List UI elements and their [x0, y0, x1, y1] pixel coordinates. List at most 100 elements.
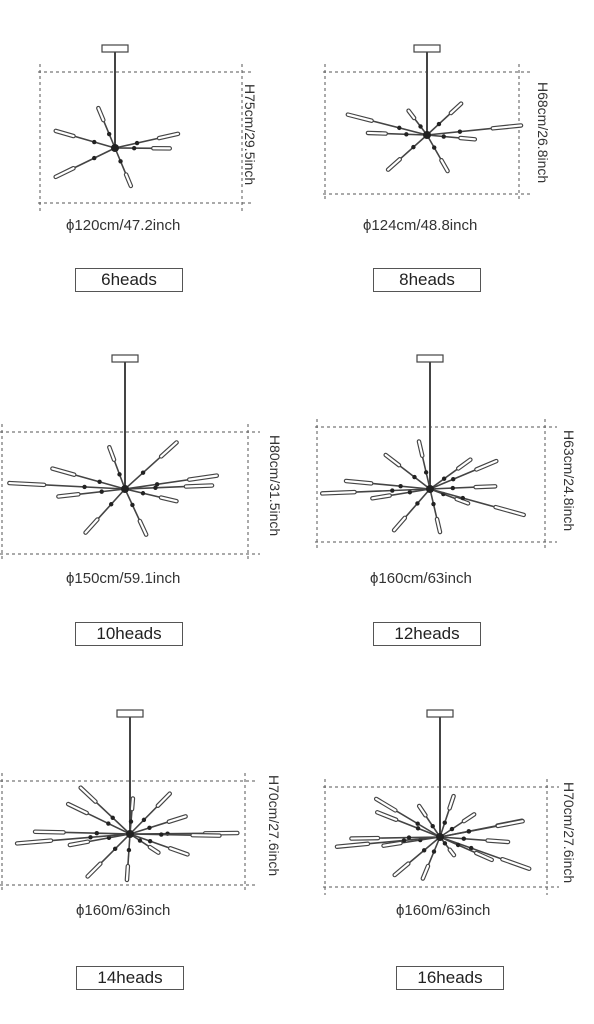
lamp-arm [319, 488, 431, 496]
lamp-arm [14, 833, 131, 846]
ceiling-canopy [413, 44, 441, 53]
ceiling-canopy [111, 354, 139, 363]
lamp-arm [114, 145, 173, 151]
lamp-arm [83, 488, 126, 535]
lamp-arm [53, 128, 116, 149]
lamp-arm [381, 836, 441, 848]
lamp-arm [370, 488, 431, 501]
product-variant-12heads: H63cm/24.8inch ϕ160cm/63inch 12heads [297, 341, 594, 682]
lamp-arm [426, 101, 464, 136]
center-hub [423, 131, 431, 139]
lamp-arm [429, 488, 443, 535]
lamp-arm [50, 466, 126, 490]
lamp-arm [67, 833, 131, 848]
chandelier-drawing [315, 354, 557, 550]
height-label: H80cm/31.5inch [267, 435, 283, 537]
lamp-arm [426, 123, 524, 136]
chandelier-drawing [0, 354, 260, 562]
lamp-arm [345, 112, 428, 136]
diameter-label: ϕ124cm/48.8inch [363, 217, 478, 234]
product-variant-8heads: H68cm/26.8inch ϕ124cm/48.8inch 8heads [297, 0, 594, 341]
diameter-label: ϕ160m/63inch [76, 902, 171, 919]
lamp-arm [385, 134, 428, 172]
chandelier-drawing [323, 709, 559, 895]
product-variant-16heads: H70cm/27.6inch ϕ160m/63inch 16heads [297, 682, 594, 1023]
lamp-arm [392, 836, 441, 878]
variant-label-box: 6heads [75, 268, 183, 292]
lamp-arm [114, 131, 181, 149]
lamp-arm [128, 796, 136, 835]
lamp-arm [56, 488, 126, 499]
ceiling-canopy [426, 709, 454, 718]
lamp-arm [416, 803, 441, 838]
lamp-arm [129, 833, 161, 855]
lamp-arm [53, 147, 116, 180]
product-variant-14heads: H70cm/27.6inch ϕ160m/63inch 14heads [0, 682, 297, 1023]
lamp-arm [124, 488, 149, 537]
lamp-arm [349, 835, 441, 841]
center-hub [126, 830, 134, 838]
lamp-arm [334, 836, 441, 849]
lamp-arm [124, 488, 179, 504]
lamp-arm [124, 483, 215, 490]
lamp-arm [429, 488, 526, 518]
lamp-arm [439, 836, 495, 863]
height-label: H68cm/26.8inch [535, 82, 551, 184]
center-hub [436, 833, 444, 841]
lamp-arm [429, 458, 499, 490]
ceiling-canopy [116, 709, 144, 718]
lamp-arm [129, 791, 173, 835]
diameter-label: ϕ150cm/59.1inch [66, 570, 181, 587]
variant-label-box: 14heads [76, 966, 184, 990]
lamp-arm [439, 793, 456, 838]
ceiling-canopy [101, 44, 129, 53]
height-label: H63cm/24.8inch [561, 430, 577, 532]
lamp-arm [365, 130, 428, 137]
variant-label-box: 10heads [75, 622, 183, 646]
chandelier-drawing [323, 44, 531, 202]
lamp-arm [96, 105, 116, 149]
lamp-arm [343, 478, 431, 490]
lamp-arm [129, 814, 188, 835]
lamp-arm [124, 473, 220, 490]
product-variant-10heads: H80cm/31.5inch ϕ150cm/59.1inch 10heads [0, 341, 297, 682]
product-variant-6heads: H75cm/29.5inch ϕ120cm/47.2inch 6heads [0, 0, 297, 341]
center-hub [426, 485, 434, 493]
lamp-arm [416, 439, 431, 490]
lamp-arm [383, 452, 431, 490]
lamp-arm [124, 440, 179, 490]
lamp-arm [420, 836, 441, 881]
lamp-arm [439, 836, 532, 871]
lamp-arm [85, 833, 131, 879]
height-label: H70cm/27.6inch [266, 775, 282, 877]
lamp-arm [439, 812, 477, 838]
variant-label-box: 12heads [373, 622, 481, 646]
lamp-arm [124, 833, 132, 883]
lamp-arm [129, 833, 190, 857]
chandelier-drawing [0, 709, 257, 893]
lamp-arm [65, 801, 131, 835]
center-hub [111, 144, 119, 152]
lamp-arm [373, 796, 441, 838]
diameter-label: ϕ160cm/63inch [370, 570, 472, 587]
lamp-arm [439, 818, 525, 838]
lamp-arm [107, 444, 126, 490]
lamp-arm [439, 836, 511, 845]
lamp-arm [406, 108, 428, 136]
lamp-arm [78, 785, 131, 835]
lamp-arm [429, 484, 498, 491]
ceiling-canopy [416, 354, 444, 363]
variant-label-box: 8heads [373, 268, 481, 292]
center-hub [121, 485, 129, 493]
diameter-label: ϕ160m/63inch [396, 902, 491, 919]
lamp-arm [129, 832, 222, 838]
lamp-arm [426, 134, 478, 142]
height-label: H75cm/29.5inch [242, 84, 258, 186]
height-label: H70cm/27.6inch [561, 782, 577, 884]
lamp-arm [375, 810, 441, 838]
diameter-label: ϕ120cm/47.2inch [66, 217, 181, 234]
lamp-arm [114, 147, 134, 189]
chandelier-drawing [38, 44, 254, 211]
lamp-arm [391, 488, 431, 533]
lamp-arm [32, 829, 131, 836]
